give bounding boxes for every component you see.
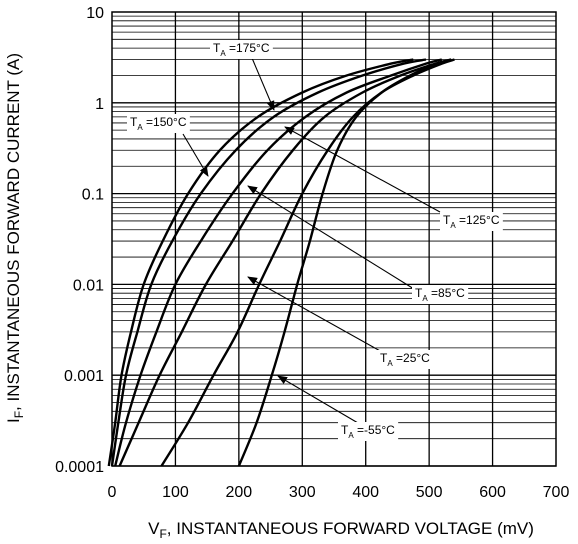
series-line-0 xyxy=(107,58,414,467)
x-tick-label: 500 xyxy=(416,484,443,501)
x-tick-label: 700 xyxy=(543,484,570,501)
x-axis-label: VF, INSTANTANEOUS FORWARD VOLTAGE (mV) xyxy=(148,519,534,541)
series-label-5: TA =-55°C xyxy=(341,423,395,440)
annotations: TA =175°C TA =150°C TA =125°C TA =85°C TA =2… xyxy=(127,40,503,441)
plot-frame xyxy=(111,11,557,467)
y-tick-label: 1 xyxy=(95,96,104,113)
y-tick-label: 0.0001 xyxy=(55,459,104,476)
series-label-bg-1 xyxy=(127,114,190,133)
y-tick-label: 0.001 xyxy=(64,368,104,385)
x-tick-label: 400 xyxy=(352,484,379,501)
series-line-5 xyxy=(237,58,452,467)
series-line-2 xyxy=(114,58,443,467)
series-label-2: TA =125°C xyxy=(443,213,500,230)
series-label-1: TA =150°C xyxy=(130,115,187,132)
series-label-bg-3 xyxy=(412,285,469,304)
y-tick-label: 10 xyxy=(86,5,104,22)
series-label-0: TA =175°C xyxy=(213,41,270,58)
annotation-arrow-5 xyxy=(277,375,359,424)
series-label-4: TA =25°C xyxy=(380,351,430,368)
series-line-4 xyxy=(160,58,455,467)
series-label-3: TA =85°C xyxy=(415,286,465,303)
annotation-arrow-2 xyxy=(284,126,441,213)
series-label-bg-2 xyxy=(440,212,503,231)
x-tick-label: 200 xyxy=(226,484,253,501)
tick-labels: 0 100 200 300 400 500 600 700 0.0001 0.001 0.01 0.1… xyxy=(55,5,569,501)
annotation-arrow-3 xyxy=(247,185,415,290)
y-axis-label: IF, INSTANTANEOUS FORWARD CURRENT (A) xyxy=(4,53,26,423)
annotation-arrow-1 xyxy=(182,133,209,177)
y-tick-label: 0.1 xyxy=(82,187,104,204)
x-tick-label: 0 xyxy=(108,484,117,501)
series-label-bg-4 xyxy=(377,350,434,369)
x-tick-label: 600 xyxy=(479,484,506,501)
x-tick-label: 100 xyxy=(162,484,189,501)
grid xyxy=(112,12,556,467)
series-label-bg-5 xyxy=(338,422,399,441)
series-label-bg-0 xyxy=(210,40,273,59)
annotation-arrow-0 xyxy=(251,57,275,111)
x-tick-label: 300 xyxy=(289,484,316,501)
y-tick-label: 0.01 xyxy=(73,277,104,294)
series-line-1 xyxy=(110,58,427,467)
annotation-arrow-4 xyxy=(247,276,383,353)
